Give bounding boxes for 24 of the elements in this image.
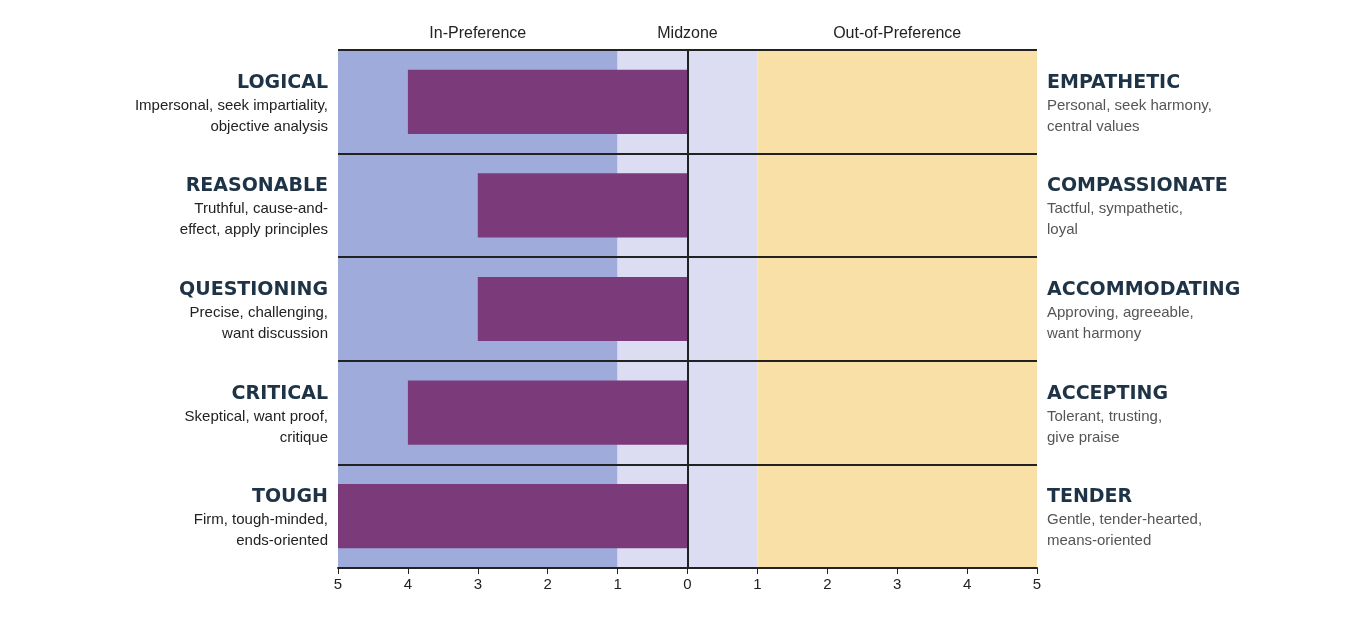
x-tick-label: 2 bbox=[823, 575, 832, 592]
y2-tick-label: ACCOMMODATING Approving, agreeable, want harmony bbox=[1046, 277, 1241, 341]
band-label: Midzone bbox=[657, 23, 718, 41]
x-tick-label: 0 bbox=[683, 575, 692, 592]
x-tick-label: 4 bbox=[962, 575, 972, 592]
x-tick-label: 4 bbox=[403, 575, 413, 592]
band-label: In-Preference bbox=[429, 23, 527, 41]
y2-tick-label: ACCEPTING Tolerant, trusting, give praise bbox=[1047, 380, 1169, 445]
band-label: Out-of-Preference bbox=[833, 23, 962, 41]
x-tick-label: 1 bbox=[613, 575, 622, 592]
x-tick-label: 5 bbox=[1032, 575, 1042, 592]
x-tick-label: 2 bbox=[543, 575, 552, 592]
y2-tick-label: EMPATHETIC Personal, seek harmony, central values bbox=[1047, 69, 1212, 134]
y2-tick-label: TENDER Gentle, tender-hearted, means-oriented bbox=[1047, 484, 1203, 549]
x-tick-label: 1 bbox=[753, 575, 762, 592]
x-tick-label: 3 bbox=[893, 575, 902, 592]
y-tick-label: TOUGH Firm, tough-minded, ends-oriented bbox=[193, 484, 328, 549]
y-tick-label: LOGICAL Impersonal, seek impartiality, objective analysis bbox=[134, 69, 328, 134]
x-tick-label: 3 bbox=[473, 575, 482, 592]
y2-tick-label: COMPASSIONATE Tactful, sympathetic, loyal bbox=[1047, 173, 1228, 238]
y-tick-label: CRITICAL Skeptical, want proof, critique bbox=[184, 380, 328, 445]
y-tick-label: REASONABLE Truthful, cause-and- effect, apply principles bbox=[179, 173, 328, 238]
y-tick-label: QUESTIONING Precise, challenging, want discussion bbox=[179, 277, 328, 341]
x-tick-label: 5 bbox=[333, 575, 343, 592]
